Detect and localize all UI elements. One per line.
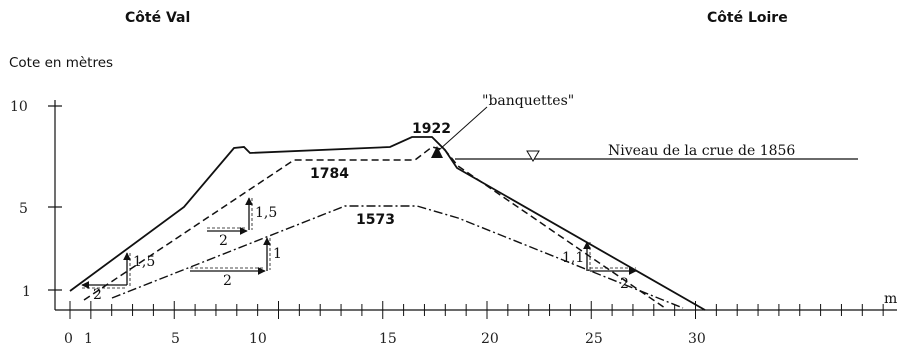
- flood-level-label: Niveau de la crue de 1856: [608, 143, 795, 159]
- profile-1922: [69, 136, 706, 311]
- side-loire-label: Côté Loire: [707, 10, 788, 26]
- slope-h-label-left: 2: [93, 287, 102, 303]
- slope-v-label-mid: 1,5: [255, 205, 277, 221]
- slope-h-label-mid: 2: [219, 233, 228, 249]
- label-1573: 1573: [356, 212, 395, 228]
- label-1922: 1922: [412, 121, 451, 137]
- x-tick-label-25: 25: [585, 331, 603, 347]
- y-tick-label-5: 5: [19, 201, 28, 217]
- banquettes-label: "banquettes": [482, 93, 574, 109]
- slope-v-label-low: 1: [273, 246, 282, 262]
- x-tick-label-5: 5: [171, 331, 180, 347]
- profile-1573: [111, 205, 684, 309]
- slope-h-label-low: 2: [223, 273, 232, 289]
- x-tick-label-0: 0: [64, 331, 73, 347]
- slope-v-label-right: 1,1: [562, 250, 584, 266]
- slope-h-label-right: 2: [620, 276, 629, 292]
- x-minor-ticks: [69, 301, 884, 319]
- flood-level-marker-icon: [526, 150, 540, 162]
- x-tick-label-1: 1: [84, 331, 93, 347]
- banquettes-leader-line: [438, 106, 488, 151]
- side-val-label: Côté Val: [125, 10, 191, 26]
- label-1784: 1784: [310, 166, 349, 182]
- banquette-crest-marker: [431, 146, 443, 158]
- x-tick-label-20: 20: [481, 331, 499, 347]
- y-tick-label-1: 1: [22, 284, 31, 300]
- x-tick-label-30: 30: [688, 331, 706, 347]
- x-unit-label: m: [884, 291, 897, 307]
- y-axis-title: Cote en mètres: [9, 55, 114, 71]
- y-tick-label-10: 10: [10, 99, 28, 115]
- x-tick-label-10: 10: [249, 331, 267, 347]
- slope-v-label-left: 1,5: [133, 254, 155, 270]
- x-tick-label-15: 15: [379, 331, 397, 347]
